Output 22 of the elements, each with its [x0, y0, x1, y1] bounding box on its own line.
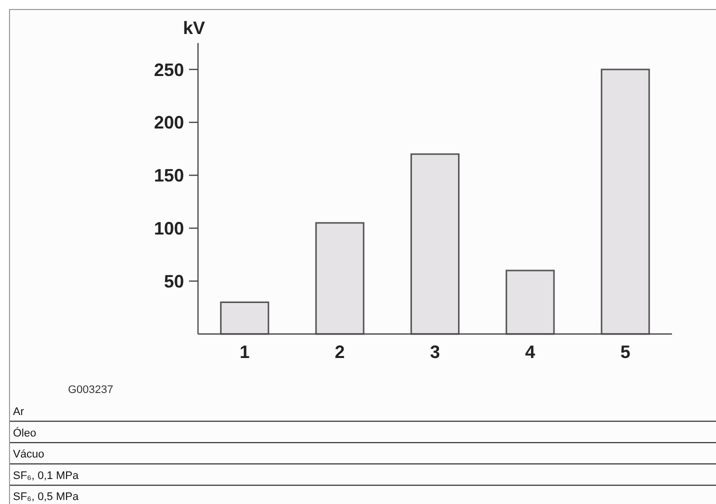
text: SF₆, 0,5 MPa — [13, 491, 80, 504]
x-tick-label: 4 — [525, 342, 536, 362]
text: Vácuo — [13, 448, 44, 461]
x-tick-label: 1 — [240, 342, 250, 362]
bar — [506, 270, 555, 335]
text: G003237 — [68, 384, 114, 396]
x-tick-label: 2 — [334, 342, 345, 362]
text: SF₆, 0,1 MPa — [13, 470, 80, 482]
y-tick-label: 150 — [154, 166, 184, 186]
bar — [220, 302, 270, 335]
bar — [600, 68, 650, 335]
bar — [315, 222, 364, 335]
y-axis-title: kV — [182, 18, 206, 38]
x-tick-label: 5 — [620, 342, 630, 362]
text: Óleo — [13, 426, 36, 440]
y-tick-label: 250 — [154, 60, 184, 80]
bar — [410, 153, 460, 335]
x-tick-label: 3 — [430, 342, 440, 362]
y-tick-label: 100 — [154, 218, 184, 238]
y-tick-label: 200 — [154, 112, 184, 133]
text: Ar — [13, 406, 24, 418]
y-tick-label: 50 — [164, 271, 184, 292]
